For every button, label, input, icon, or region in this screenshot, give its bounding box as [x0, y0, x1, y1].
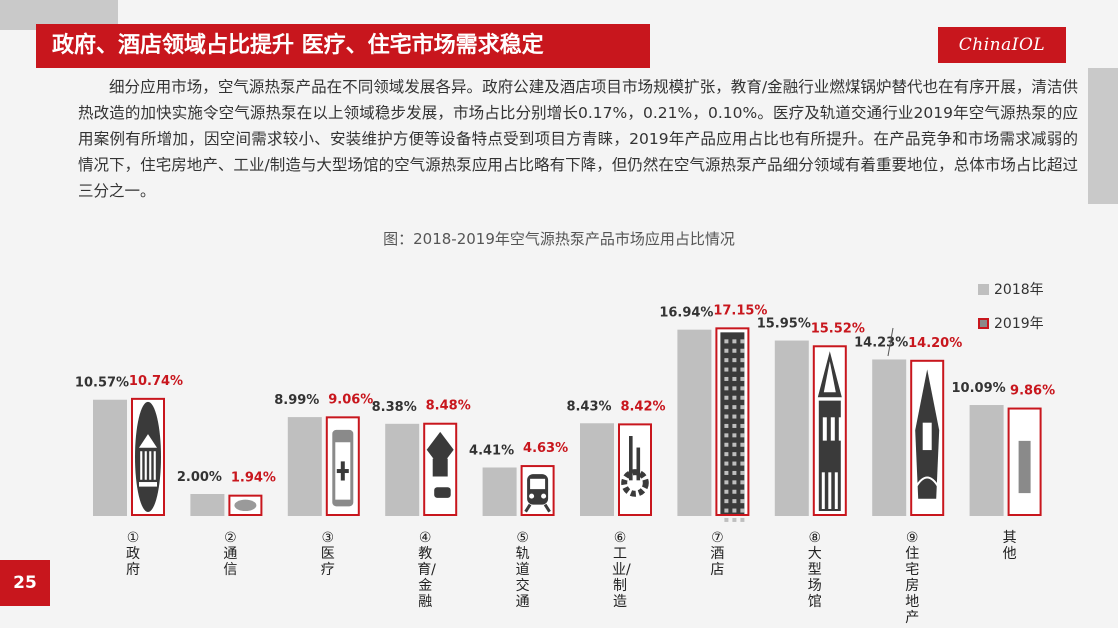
data-label-2018-3: 8.38%: [372, 400, 417, 415]
side-decoration: [1088, 68, 1118, 204]
legend-swatch-2019: [978, 317, 989, 329]
body-paragraph: 细分应用市场，空气源热泵产品在不同领域发展各异。政府公建及酒店项目市场规模扩张，…: [78, 78, 1078, 200]
bar-2018-9: [969, 405, 1004, 516]
bar-2018-6: [677, 329, 712, 516]
generic-icon: [1018, 440, 1031, 494]
chart-legend: 2018年 2019年: [978, 278, 1044, 346]
graduation-cap-icon: [426, 431, 454, 498]
bar-2018-0: [93, 399, 127, 516]
bar-2018-3: [385, 423, 420, 516]
legend-item-2019: 2019年: [978, 312, 1044, 334]
data-label-2018-7: 15.95%: [757, 317, 811, 332]
data-label-2019-5: 8.42%: [620, 399, 665, 414]
data-label-2018-5: 8.43%: [566, 399, 611, 414]
legend-swatch-2018: [978, 283, 989, 295]
train-icon: [524, 474, 551, 513]
category-label-1: ②通信: [223, 530, 238, 578]
legend-label-2019: 2019年: [994, 316, 1044, 332]
data-label-2019-6: 17.15%: [713, 303, 767, 318]
category-label-4: ⑤轨道交通: [515, 530, 530, 610]
category-label-9: 其他: [1002, 530, 1017, 562]
data-label-2019-2: 9.06%: [328, 392, 373, 407]
data-label-2018-1: 2.00%: [177, 470, 222, 485]
figure-caption: 图：2018-2019年空气源热泵产品市场应用占比情况: [383, 230, 735, 248]
category-label-7: ⑧大型场馆: [807, 530, 822, 610]
data-label-2018-0: 10.57%: [75, 376, 129, 391]
government-building-icon: [135, 401, 161, 512]
page-number: 25: [0, 560, 50, 606]
data-label-2019-1: 1.94%: [231, 471, 276, 486]
legend-label-2018: 2018年: [994, 282, 1044, 298]
data-label-2019-7: 15.52%: [811, 321, 865, 336]
bar-2018-8: [872, 359, 907, 516]
bar-2018-5: [580, 423, 614, 516]
category-label-8: ⑨住宅房地产: [905, 530, 920, 626]
bar-2018-1: [190, 494, 225, 516]
category-label-2: ③医疗: [320, 530, 335, 578]
data-label-2019-0: 10.74%: [129, 374, 183, 389]
data-label-2019-9: 9.86%: [1010, 384, 1055, 399]
data-label-2018-6: 16.94%: [659, 306, 713, 321]
hospital-bottle-icon: [332, 429, 354, 507]
category-label-3: ④教育/金融: [417, 530, 436, 610]
bar-2018-4: [482, 467, 517, 516]
data-label-2018-4: 4.41%: [469, 443, 514, 458]
data-label-2019-4: 4.63%: [523, 441, 568, 456]
house-icon: [915, 369, 940, 499]
network-device-icon: [234, 499, 257, 511]
data-label-2018-8: 14.23%: [854, 335, 908, 350]
brand-logo: ChinaIOL: [938, 27, 1066, 63]
bar-2018-2: [287, 417, 322, 516]
data-label-2018-2: 8.99%: [274, 393, 319, 408]
bar-2018-7: [774, 340, 809, 516]
legend-item-2018: 2018年: [978, 278, 1044, 300]
category-label-6: ⑦酒店: [710, 530, 725, 578]
hotel-tower-icon: [720, 332, 745, 522]
data-label-2018-9: 10.09%: [952, 381, 1006, 396]
page-title: 政府、酒店领域占比提升 医疗、住宅市场需求稳定: [36, 24, 650, 68]
category-label-5: ⑥工业/制造: [612, 530, 631, 610]
data-label-2019-8: 14.20%: [908, 336, 962, 351]
data-label-2019-3: 8.48%: [426, 399, 471, 414]
stadium-icon: [817, 351, 845, 511]
factory-gear-icon: [621, 436, 649, 497]
category-label-0: ①政府: [126, 530, 140, 578]
leader-line: [887, 327, 894, 357]
